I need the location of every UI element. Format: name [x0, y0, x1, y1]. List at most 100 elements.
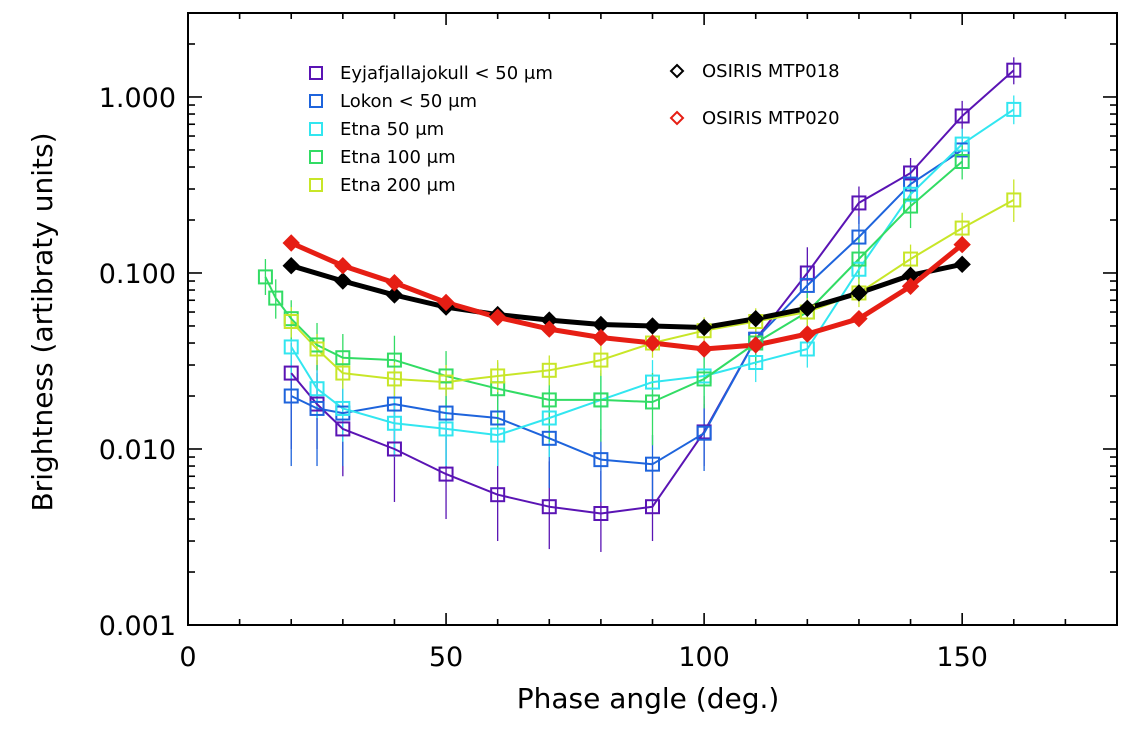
data-point-square [954, 136, 970, 152]
legend-label: Lokon < 50 μm [340, 91, 477, 112]
series-line [290, 149, 963, 466]
legend-label: Eyjafjallajokull < 50 μm [340, 63, 553, 84]
legend-marker [309, 178, 323, 192]
data-point-square [696, 371, 712, 387]
data-point-diamond [334, 256, 352, 275]
legend-marker [309, 66, 323, 80]
y-tick-label: 0.100 [99, 259, 176, 290]
data-point-square [386, 371, 402, 387]
data-point-square [954, 153, 970, 169]
x-tick-label: 150 [936, 642, 988, 673]
x-tick-label: 100 [678, 642, 730, 673]
data-point-diamond [747, 309, 765, 328]
data-point-square [851, 251, 867, 267]
legend-marker [309, 94, 323, 108]
data-point-square [851, 229, 867, 245]
data-point-square [593, 392, 609, 408]
data-point-square [541, 430, 557, 446]
data-point-square [645, 456, 660, 472]
data-point-square [438, 421, 454, 437]
data-point-square [954, 108, 970, 124]
data-point-square [1006, 101, 1022, 117]
data-point-diamond [643, 317, 662, 335]
data-point-diamond [798, 299, 817, 318]
legend: Eyjafjallajokull < 50 μm Lokon < 50 μm Etn… [309, 61, 840, 196]
data-point-square [903, 176, 919, 192]
series-markers [257, 62, 1022, 522]
y-axis-title: Brightness (artibraty units) [26, 132, 59, 511]
tick-labels: 0 50 100 150 0.001 0.010 0.100 1.000 [99, 83, 988, 673]
axes [187, 12, 1118, 626]
legend-label: Etna 50 μm [340, 119, 444, 140]
data-point-square [748, 355, 764, 371]
data-point-square [283, 388, 299, 404]
series-line [290, 261, 963, 330]
data-point-square [903, 251, 919, 267]
data-point-square [335, 400, 351, 416]
series-lines [264, 69, 1015, 515]
legend-marker [669, 110, 685, 126]
data-point-square [1006, 62, 1022, 78]
data-point-diamond [747, 336, 765, 354]
y-tick-label: 0.010 [99, 435, 176, 466]
data-point-square [490, 487, 506, 503]
legend-label: OSIRIS MTP018 [702, 61, 840, 82]
data-point-diamond [695, 340, 713, 358]
data-point-square [541, 499, 557, 515]
data-point-square [799, 277, 815, 293]
series-line [264, 160, 963, 403]
series-line [290, 199, 1015, 384]
data-point-square [593, 352, 609, 368]
data-point-square [335, 350, 351, 366]
data-point-diamond [488, 308, 507, 327]
data-point-square [309, 381, 325, 397]
data-point-diamond [850, 284, 868, 302]
data-point-diamond [540, 320, 558, 338]
data-point-square [438, 466, 454, 482]
data-point-square [593, 452, 609, 468]
legend-marker [309, 122, 323, 136]
data-point-diamond [953, 235, 971, 254]
legend-marker [669, 63, 685, 79]
data-point-square [696, 425, 712, 441]
data-point-square [268, 290, 284, 306]
data-point-diamond [437, 293, 455, 312]
data-point-square [541, 392, 557, 408]
series-line [290, 69, 1015, 515]
data-point-diamond [953, 255, 971, 274]
data-point-square [645, 374, 660, 390]
data-point-diamond [901, 277, 920, 296]
legend-label: Etna 100 μm [340, 147, 456, 168]
legend-marker [309, 150, 323, 164]
x-axis-title: Phase angle (deg.) [517, 682, 780, 715]
data-point-square [335, 365, 351, 381]
y-tick-label: 0.001 [99, 611, 176, 642]
data-point-square [541, 362, 557, 378]
data-point-square [386, 396, 402, 412]
data-point-square [386, 441, 402, 457]
data-point-diamond [850, 309, 868, 328]
data-point-square [954, 220, 970, 236]
data-point-square [283, 339, 299, 355]
series-line [290, 240, 964, 352]
data-point-square [386, 352, 402, 368]
data-point-diamond [798, 325, 817, 343]
y-tick-label: 1.000 [99, 83, 176, 114]
legend-label: OSIRIS MTP020 [702, 108, 840, 129]
data-point-square [438, 374, 454, 390]
data-point-square [593, 506, 609, 522]
data-point-square [903, 198, 919, 214]
data-point-square [851, 261, 867, 277]
data-point-square [386, 415, 402, 431]
data-point-diamond [282, 234, 300, 252]
data-point-square [851, 195, 867, 211]
data-point-square [257, 269, 273, 285]
x-tick-label: 50 [429, 642, 463, 673]
data-point-square [490, 368, 506, 384]
data-point-square [309, 341, 325, 357]
data-point-diamond [282, 256, 300, 275]
data-point-diamond [643, 334, 662, 352]
data-point-square [438, 405, 454, 421]
data-point-square [335, 421, 351, 437]
data-point-square [283, 365, 299, 381]
